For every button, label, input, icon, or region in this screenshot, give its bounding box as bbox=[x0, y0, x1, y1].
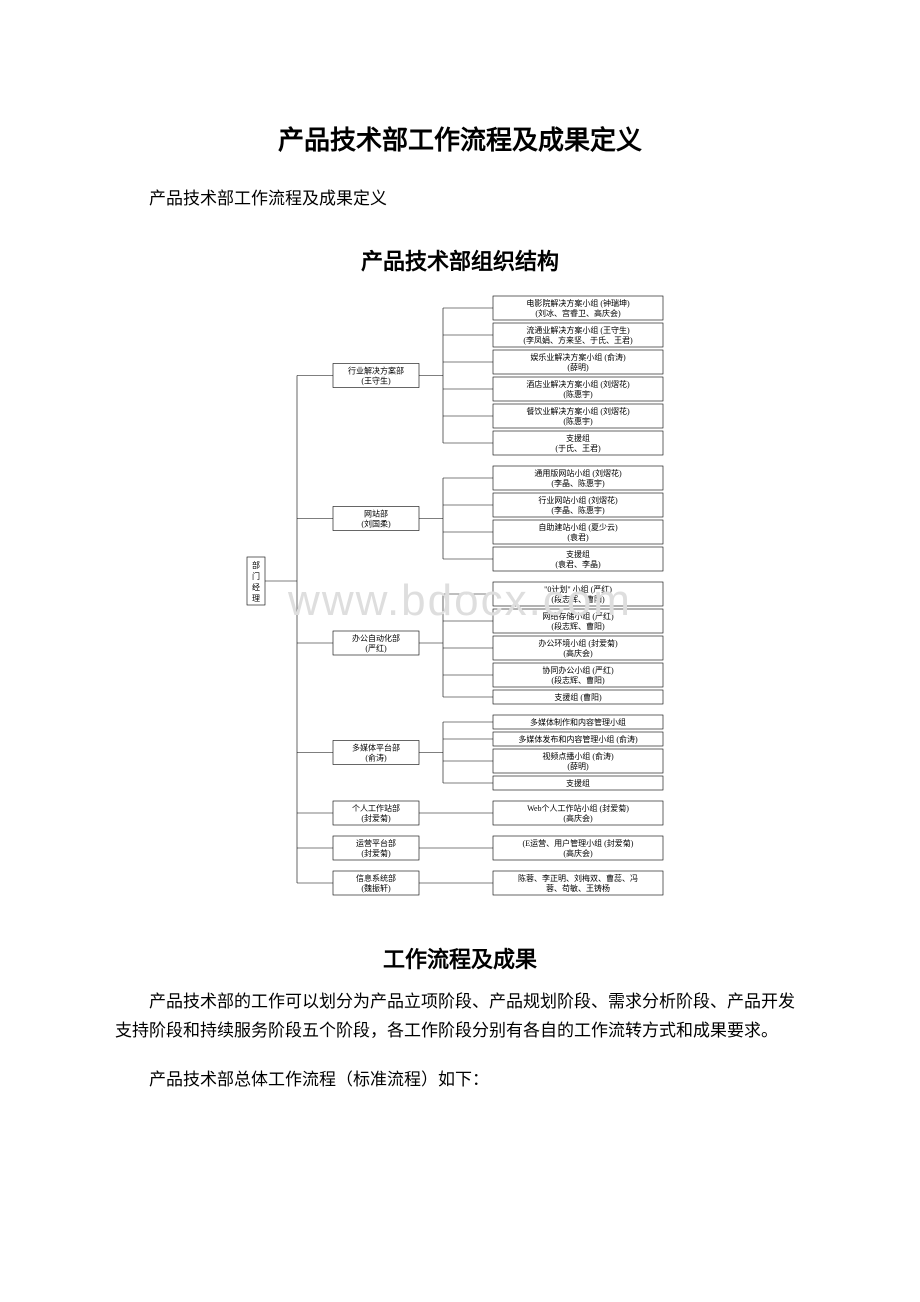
svg-text:多媒体平台部: 多媒体平台部 bbox=[352, 742, 400, 752]
section2-title: 工作流程及成果 bbox=[115, 942, 805, 974]
svg-text:(李凤娟、方来坚、于氏、王君): (李凤娟、方来坚、于氏、王君) bbox=[523, 335, 633, 345]
svg-text:(E运营、用户管理小组 (封爱菊): (E运营、用户管理小组 (封爱菊) bbox=[523, 838, 634, 848]
svg-text:多媒体制作和内容管理小组: 多媒体制作和内容管理小组 bbox=[530, 717, 626, 727]
svg-text:(袁君、李晶): (袁君、李晶) bbox=[555, 559, 601, 569]
svg-text:(李晶、陈惠宇): (李晶、陈惠宇) bbox=[551, 505, 605, 515]
svg-text:(陈惠宇): (陈惠宇) bbox=[563, 389, 593, 399]
svg-text:蓉、苟敏、王铸杨: 蓉、苟敏、王铸杨 bbox=[546, 883, 610, 893]
svg-text:(严红): (严红) bbox=[365, 643, 387, 653]
svg-text:(薛明): (薛明) bbox=[567, 362, 589, 372]
svg-text:支援组 (曹阳): 支援组 (曹阳) bbox=[554, 692, 602, 702]
para-1: 产品技术部的工作可以划分为产品立项阶段、产品规划阶段、需求分析阶段、产品开发支持… bbox=[115, 988, 805, 1046]
svg-text:行业网站小组 (刘熠花): 行业网站小组 (刘熠花) bbox=[538, 495, 618, 505]
svg-text:(陈惠宇): (陈惠宇) bbox=[563, 416, 593, 426]
svg-text:(高庆会): (高庆会) bbox=[563, 848, 593, 858]
svg-text:信息系统部: 信息系统部 bbox=[356, 873, 396, 883]
svg-text:(王守生): (王守生) bbox=[361, 375, 391, 385]
svg-text:理: 理 bbox=[252, 594, 260, 603]
svg-text:办公自动化部: 办公自动化部 bbox=[352, 633, 400, 643]
svg-text:视频点播小组 (俞涛): 视频点播小组 (俞涛) bbox=[542, 751, 614, 761]
svg-text:娱乐业解决方案小组 (俞涛): 娱乐业解决方案小组 (俞涛) bbox=[530, 352, 626, 362]
svg-text:(段志辉、曹阳): (段志辉、曹阳) bbox=[551, 621, 605, 631]
svg-text:网络存储小组 (严红): 网络存储小组 (严红) bbox=[542, 611, 614, 621]
svg-text:(段志辉、曹阳): (段志辉、曹阳) bbox=[551, 675, 605, 685]
svg-text:经: 经 bbox=[252, 582, 260, 592]
svg-text:(段志辉、曹阳): (段志辉、曹阳) bbox=[551, 594, 605, 604]
svg-text:门: 门 bbox=[252, 571, 260, 581]
para-2: 产品技术部总体工作流程（标准流程）如下： bbox=[115, 1066, 805, 1095]
svg-text:自助建站小组 (夏少云): 自助建站小组 (夏少云) bbox=[538, 522, 618, 532]
svg-text:(封爱菊): (封爱菊) bbox=[361, 848, 391, 858]
svg-text:餐饮业解决方案小组 (刘熠花): 餐饮业解决方案小组 (刘熠花) bbox=[526, 406, 630, 416]
svg-text:(李晶、陈惠宇): (李晶、陈惠宇) bbox=[551, 478, 605, 488]
svg-text:酒店业解决方案小组 (刘熠花): 酒店业解决方案小组 (刘熠花) bbox=[526, 379, 630, 389]
svg-text:运营平台部: 运营平台部 bbox=[356, 838, 396, 848]
svg-text:个人工作站部: 个人工作站部 bbox=[352, 803, 400, 813]
svg-text:(俞涛): (俞涛) bbox=[365, 752, 387, 762]
svg-text:(高庆会): (高庆会) bbox=[563, 648, 593, 658]
org-chart-container: 部门经理 行业解决方案部(王守生) 电影院解决方案小组 (钟瑞坤)(刘冰、宫睿卫、高… bbox=[225, 290, 695, 912]
svg-text:陈蓉、李正明、刘梅双、曹蕊、冯: 陈蓉、李正明、刘梅双、曹蕊、冯 bbox=[518, 873, 638, 883]
svg-text:(于氏、王君): (于氏、王君) bbox=[555, 444, 601, 453]
svg-text:行业解决方案部: 行业解决方案部 bbox=[348, 365, 404, 375]
svg-text:(封爱菊): (封爱菊) bbox=[361, 813, 391, 823]
svg-text:(魏振轩): (魏振轩) bbox=[361, 883, 391, 893]
svg-text:(高庆会): (高庆会) bbox=[563, 813, 593, 823]
svg-text:"0计划" 小组 (严红): "0计划" 小组 (严红) bbox=[544, 584, 612, 594]
page-title: 产品技术部工作流程及成果定义 bbox=[115, 120, 805, 157]
svg-text:多媒体发布和内容管理小组 (俞涛): 多媒体发布和内容管理小组 (俞涛) bbox=[518, 734, 638, 744]
svg-text:(刘冰、宫睿卫、高庆会): (刘冰、宫睿卫、高庆会) bbox=[535, 308, 621, 318]
svg-text:(刘国柔): (刘国柔) bbox=[361, 518, 391, 528]
svg-text:办公环境小组 (封爱菊): 办公环境小组 (封爱菊) bbox=[538, 638, 618, 648]
intro-text: 产品技术部工作流程及成果定义 bbox=[115, 185, 805, 214]
svg-text:流通业解决方案小组 (王守生): 流通业解决方案小组 (王守生) bbox=[526, 325, 630, 335]
svg-text:支援组: 支援组 bbox=[566, 778, 590, 788]
svg-text:(袁君): (袁君) bbox=[567, 532, 589, 542]
svg-text:支援组: 支援组 bbox=[566, 549, 590, 559]
svg-text:Web个人工作站小组 (封爱菊): Web个人工作站小组 (封爱菊) bbox=[527, 803, 629, 813]
svg-text:部: 部 bbox=[252, 560, 260, 570]
svg-text:通用版网站小组 (刘熠花): 通用版网站小组 (刘熠花) bbox=[534, 468, 622, 478]
svg-text:支援组: 支援组 bbox=[566, 433, 590, 443]
svg-text:电影院解决方案小组 (钟瑞坤): 电影院解决方案小组 (钟瑞坤) bbox=[526, 298, 630, 308]
svg-text:网站部: 网站部 bbox=[364, 508, 388, 518]
svg-text:(薛明): (薛明) bbox=[567, 761, 589, 771]
section1-title: 产品技术部组织结构 bbox=[115, 244, 805, 276]
org-chart-svg: 部门经理 行业解决方案部(王守生) 电影院解决方案小组 (钟瑞坤)(刘冰、宫睿卫、高… bbox=[225, 290, 695, 912]
svg-text:协同办公小组 (严红): 协同办公小组 (严红) bbox=[542, 665, 614, 675]
